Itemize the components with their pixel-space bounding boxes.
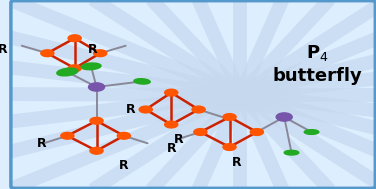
Circle shape — [94, 50, 107, 57]
Ellipse shape — [304, 130, 319, 134]
Text: butterfly: butterfly — [272, 67, 362, 85]
Circle shape — [41, 50, 54, 57]
Text: R: R — [37, 137, 47, 150]
Text: R: R — [119, 159, 129, 172]
Circle shape — [90, 117, 103, 124]
Text: R: R — [87, 43, 97, 56]
Circle shape — [250, 129, 264, 135]
Circle shape — [90, 147, 103, 154]
Circle shape — [165, 89, 178, 96]
Circle shape — [68, 65, 81, 72]
Text: R: R — [126, 103, 135, 116]
Ellipse shape — [81, 63, 101, 70]
Circle shape — [117, 132, 130, 139]
Text: R: R — [174, 133, 183, 146]
Ellipse shape — [57, 68, 78, 76]
Ellipse shape — [134, 79, 150, 84]
Circle shape — [165, 121, 178, 128]
Circle shape — [88, 83, 105, 91]
Text: R: R — [167, 142, 176, 155]
Circle shape — [276, 113, 292, 121]
Text: P$_4$: P$_4$ — [306, 43, 328, 63]
Text: R: R — [232, 156, 242, 169]
Circle shape — [192, 106, 205, 113]
Circle shape — [223, 114, 236, 120]
Ellipse shape — [284, 150, 299, 155]
Circle shape — [223, 144, 236, 150]
Text: R: R — [0, 43, 8, 56]
Circle shape — [139, 106, 152, 113]
Circle shape — [61, 132, 74, 139]
Circle shape — [68, 35, 81, 42]
Circle shape — [194, 129, 207, 135]
